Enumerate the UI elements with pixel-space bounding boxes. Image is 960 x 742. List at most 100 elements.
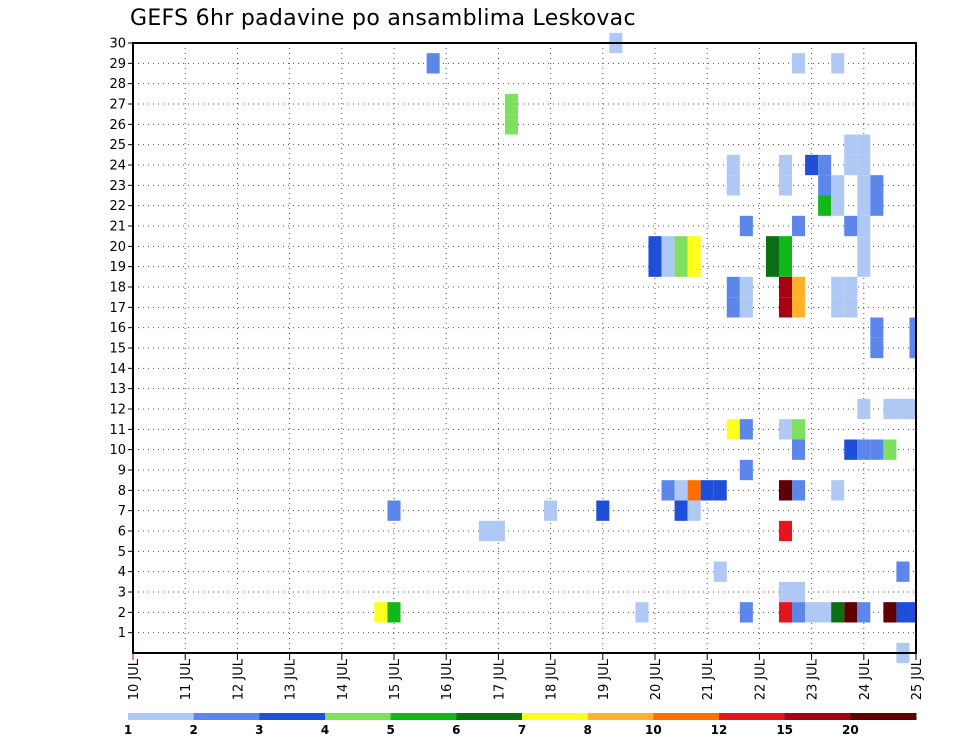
heatmap-cell bbox=[778, 419, 793, 440]
heatmap-cell bbox=[831, 276, 845, 298]
heatmap-cell bbox=[857, 256, 871, 277]
heatmap-cell bbox=[778, 276, 793, 298]
y-tick-label: 1 bbox=[118, 626, 126, 641]
heatmap-cell bbox=[426, 53, 440, 74]
heatmap-cell bbox=[700, 480, 714, 501]
legend-swatch bbox=[325, 713, 392, 720]
x-tick-label: 22 JUL bbox=[753, 658, 768, 700]
heatmap-cell bbox=[792, 53, 806, 74]
heatmap-cell bbox=[778, 520, 793, 542]
heatmap-cell bbox=[896, 602, 910, 623]
heatmap-cell bbox=[778, 236, 793, 257]
heatmap-cell bbox=[504, 114, 518, 135]
y-tick-label: 6 bbox=[118, 525, 126, 540]
heatmap-cell bbox=[896, 561, 910, 582]
heatmap-cell bbox=[831, 195, 845, 216]
heatmap-cell bbox=[765, 256, 779, 277]
legend-swatch bbox=[719, 713, 786, 720]
x-tick-label: 11 JUL bbox=[179, 658, 194, 700]
heatmap-cell bbox=[674, 236, 688, 257]
heatmap-cell bbox=[661, 480, 675, 501]
heatmap-cell bbox=[857, 236, 871, 257]
y-tick-label: 9 bbox=[118, 464, 126, 479]
heatmap-cell bbox=[831, 602, 845, 623]
y-tick-label: 18 bbox=[109, 281, 126, 296]
heatmap-cell bbox=[792, 297, 806, 318]
y-tick-label: 25 bbox=[109, 138, 126, 153]
heatmap-cell bbox=[687, 500, 701, 521]
heatmap-cell bbox=[739, 276, 753, 298]
legend-label: 8 bbox=[583, 723, 591, 737]
legend-label: 3 bbox=[255, 723, 263, 737]
heatmap-cell bbox=[739, 419, 753, 440]
heatmap-cell bbox=[478, 520, 492, 542]
heatmap-cell bbox=[870, 175, 884, 196]
legend-swatch bbox=[390, 713, 457, 720]
y-tick-label: 10 bbox=[109, 443, 126, 458]
heatmap-cell bbox=[739, 297, 753, 318]
x-axis: 10 JUL 11 JUL 12 JUL 13 JUL 14 JUL 15 JUL 16 J… bbox=[127, 653, 925, 700]
heatmap-cell bbox=[792, 215, 806, 237]
heatmap-cell bbox=[661, 236, 675, 257]
chart-title: GEFS 6hr padavine po ansamblima Leskovac bbox=[130, 6, 636, 31]
legend-label: 4 bbox=[321, 723, 329, 737]
x-tick-label: 10 JUL bbox=[127, 658, 142, 700]
heatmap-cell bbox=[778, 297, 793, 318]
heatmap-cell bbox=[726, 297, 740, 318]
y-tick-label: 30 bbox=[109, 37, 126, 52]
heatmap-cell bbox=[818, 154, 832, 176]
heatmap-cell bbox=[870, 439, 884, 460]
y-tick-label: 29 bbox=[109, 57, 126, 72]
heatmap-cell bbox=[739, 215, 753, 237]
y-axis: 1234567891011121314151617181920212223242… bbox=[109, 37, 133, 641]
legend-label: 7 bbox=[518, 723, 526, 737]
legend-label: 2 bbox=[189, 723, 197, 737]
heatmap-cell bbox=[726, 154, 740, 176]
heatmap-cell bbox=[844, 134, 858, 155]
heatmap-cell bbox=[504, 93, 518, 115]
heatmap-cell bbox=[687, 480, 701, 501]
legend-label: 1 bbox=[124, 723, 132, 737]
data-cells bbox=[374, 32, 916, 664]
heatmap-cell bbox=[713, 561, 727, 582]
heatmap-cell bbox=[844, 297, 858, 318]
heatmap-cell bbox=[635, 602, 649, 623]
x-tick-label: 13 JUL bbox=[284, 658, 299, 700]
y-tick-label: 11 bbox=[109, 423, 126, 438]
heatmap-cell bbox=[870, 337, 884, 359]
heatmap-cell bbox=[857, 398, 871, 420]
heatmap-cell bbox=[792, 419, 806, 440]
heatmap-cell bbox=[792, 276, 806, 298]
x-tick-label: 15 JUL bbox=[388, 658, 403, 700]
heatmap-cell bbox=[726, 419, 740, 440]
x-tick-label: 14 JUL bbox=[336, 658, 351, 700]
y-tick-label: 15 bbox=[109, 342, 126, 357]
heatmap-cell bbox=[544, 500, 558, 521]
x-tick-label: 21 JUL bbox=[701, 658, 716, 700]
grid-lines bbox=[133, 42, 916, 653]
heatmap-cell bbox=[491, 520, 505, 542]
y-tick-label: 22 bbox=[109, 199, 126, 214]
legend-swatch bbox=[522, 713, 589, 720]
heatmap-cell bbox=[674, 500, 688, 521]
heatmap-cell bbox=[792, 439, 806, 460]
heatmap-cell bbox=[739, 602, 753, 623]
heatmap-cell bbox=[726, 276, 740, 298]
heatmap-cell bbox=[883, 602, 897, 623]
legend-label: 10 bbox=[645, 723, 662, 737]
heatmap-cell bbox=[844, 602, 858, 623]
x-tick-label: 17 JUL bbox=[492, 658, 507, 700]
x-tick-label: 18 JUL bbox=[545, 658, 560, 700]
y-tick-label: 20 bbox=[109, 240, 126, 255]
heatmap-cell bbox=[818, 602, 832, 623]
heatmap-cell bbox=[831, 480, 845, 501]
heatmap-cell bbox=[661, 256, 675, 277]
heatmap-cell bbox=[909, 317, 916, 338]
legend-swatch bbox=[587, 713, 654, 720]
y-tick-label: 21 bbox=[109, 220, 126, 235]
heatmap-cell bbox=[831, 297, 845, 318]
heatmap-cell bbox=[778, 154, 793, 176]
heatmap-cell bbox=[726, 175, 740, 196]
y-tick-label: 5 bbox=[118, 545, 126, 560]
heatmap-cell bbox=[870, 195, 884, 216]
